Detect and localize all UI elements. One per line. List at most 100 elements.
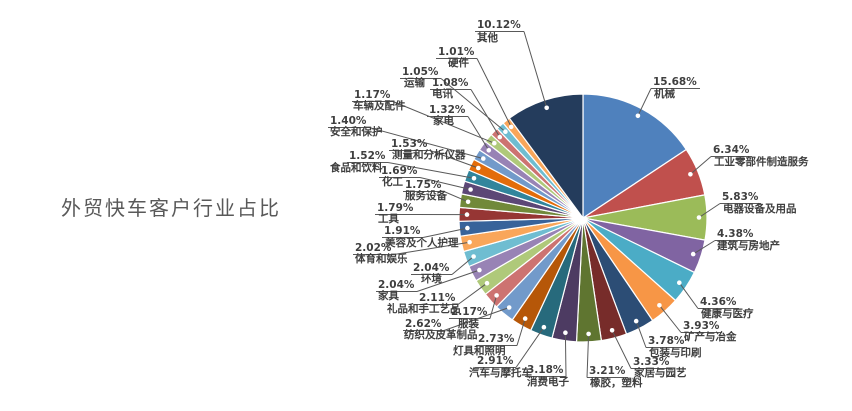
leader-dot — [465, 225, 470, 231]
slice-label: 2.04% 家具 — [378, 279, 415, 302]
slice-pct: 2.62% — [405, 318, 442, 330]
slice-name: 运输 — [404, 77, 425, 89]
leader-dot — [467, 239, 472, 245]
slice-name: 橡胶，塑料 — [590, 377, 643, 389]
slice-pct: 2.91% — [477, 355, 514, 367]
slice-name: 汽车与摩托车 — [469, 367, 532, 379]
slice-label: 1.08% 电讯 — [432, 77, 468, 100]
slice-pct: 2.02% — [355, 242, 392, 254]
slice-name: 环境 — [421, 273, 442, 285]
slice-pct: 1.53% — [391, 138, 428, 150]
slice-label: 3.78% 包装与印刷 — [648, 335, 702, 359]
leader-dot — [484, 280, 490, 286]
leader-dot — [464, 212, 470, 217]
slice-pct: 3.93% — [683, 320, 720, 332]
slice-label: 1.17% 车辆及配件 — [353, 89, 406, 112]
leader-dot — [633, 318, 639, 324]
slice-pct: 1.40% — [330, 115, 367, 127]
slice-name: 家电 — [433, 115, 454, 127]
slice-pct: 3.78% — [648, 335, 685, 347]
slice-pct: 10.12% — [477, 19, 521, 31]
slice-pct: 1.79% — [377, 202, 414, 214]
chart-title: 外贸快车客户行业占比 — [61, 196, 281, 220]
slice-label: 2.17% 服装 — [451, 306, 488, 330]
leader-dot — [544, 105, 549, 111]
leader-dot — [506, 305, 512, 310]
leader-dot — [688, 172, 693, 177]
leader-dot — [477, 267, 482, 273]
slice-pct: 3.18% — [527, 364, 564, 376]
slice-name: 测量和分析仪器 — [392, 149, 466, 161]
leader-dot — [492, 140, 497, 146]
slice-name: 食品和饮料 — [330, 162, 383, 174]
slice-label: 5.83% 电器设备及用品 — [722, 191, 797, 215]
leader-dot — [635, 113, 641, 119]
slice-pct: 1.32% — [429, 104, 466, 116]
slice-name: 建筑与房地产 — [717, 240, 780, 252]
slice-name: 工具 — [378, 213, 399, 225]
leader-dot — [586, 331, 591, 337]
slice-pct: 5.83% — [722, 191, 759, 203]
leader-dot — [471, 254, 476, 259]
slice-name: 包装与印刷 — [649, 347, 702, 359]
leader-dot — [677, 280, 682, 286]
slice-name: 机械 — [654, 88, 675, 100]
slice-label: 4.38% 建筑与房地产 — [717, 228, 780, 252]
slice-name: 消费电子 — [527, 376, 569, 388]
slice-name: 体育和娱乐 — [355, 253, 408, 265]
slice-name: 礼品和手工艺品 — [387, 303, 461, 315]
leader-dot — [541, 324, 547, 330]
slice-label: 3.18% 消费电子 — [527, 364, 569, 388]
slice-label: 3.93% 矿产与冶金 — [683, 320, 737, 343]
slice-label: 1.69% 化工 — [381, 165, 418, 188]
slice-label: 3.21% 橡胶，塑料 — [589, 365, 643, 389]
leader-dot — [468, 187, 473, 192]
slice-name: 服务设备 — [405, 190, 447, 202]
leader-dot — [657, 303, 662, 308]
slice-label: 2.02% 体育和娱乐 — [355, 242, 408, 265]
slice-label: 2.11% 礼品和手工艺品 — [387, 292, 461, 315]
slice-name: 电器设备及用品 — [723, 203, 797, 215]
leader-dot — [503, 129, 508, 134]
leader-dot — [486, 148, 492, 153]
slice-name: 矿产与冶金 — [684, 331, 737, 343]
slice-label: 4.36% 健康与医疗 — [700, 296, 754, 320]
slice-label: 1.32% 家电 — [429, 104, 466, 127]
slice-name: 硬件 — [448, 57, 469, 69]
slice-pct: 2.11% — [419, 292, 456, 304]
slice-name: 电讯 — [432, 88, 453, 100]
slice-name: 纺织及皮革制品 — [404, 329, 478, 341]
slice-name: 美容及个人护理 — [385, 237, 459, 249]
slice-name: 家居与园艺 — [634, 367, 687, 379]
slice-pct: 2.04% — [378, 279, 415, 291]
slice-label: 6.34% 工业零部件制造服务 — [713, 144, 809, 168]
slice-pct: 1.69% — [381, 165, 418, 177]
slice-name: 工业零部件制造服务 — [714, 156, 809, 168]
slice-name: 安全和保护 — [330, 126, 383, 138]
slice-pct: 3.33% — [633, 356, 670, 368]
slice-label: 1.40% 安全和保护 — [330, 115, 383, 138]
slice-pct: 2.73% — [478, 333, 515, 345]
slice-label: 2.73% 灯具和照明 — [453, 333, 515, 357]
slice-label: 1.53% 测量和分析仪器 — [391, 138, 466, 161]
slice-label: 1.01% 硬件 — [438, 46, 475, 69]
slice-name: 家具 — [378, 290, 399, 302]
slice-label: 1.05% 运输 — [402, 66, 438, 89]
leader-dot — [465, 199, 471, 205]
leader-lines — [328, 31, 761, 378]
slice-pct: 2.17% — [451, 306, 488, 318]
slice-name: 灯具和照明 — [453, 345, 506, 357]
slice-label: 1.75% 服务设备 — [405, 179, 447, 202]
slice-pct: 1.91% — [384, 225, 421, 237]
slice-label: 1.79% 工具 — [377, 202, 414, 225]
slice-pct: 4.38% — [717, 228, 754, 240]
leader-dot — [476, 165, 481, 171]
slice-pct: 1.01% — [438, 46, 475, 58]
leader-dot — [609, 328, 615, 333]
leader-dot — [563, 330, 568, 336]
leader-dot — [696, 215, 702, 220]
slice-label: 1.52% 食品和饮料 — [330, 150, 385, 174]
slice-pct: 3.21% — [589, 365, 626, 377]
slice-name: 健康与医疗 — [701, 308, 754, 320]
